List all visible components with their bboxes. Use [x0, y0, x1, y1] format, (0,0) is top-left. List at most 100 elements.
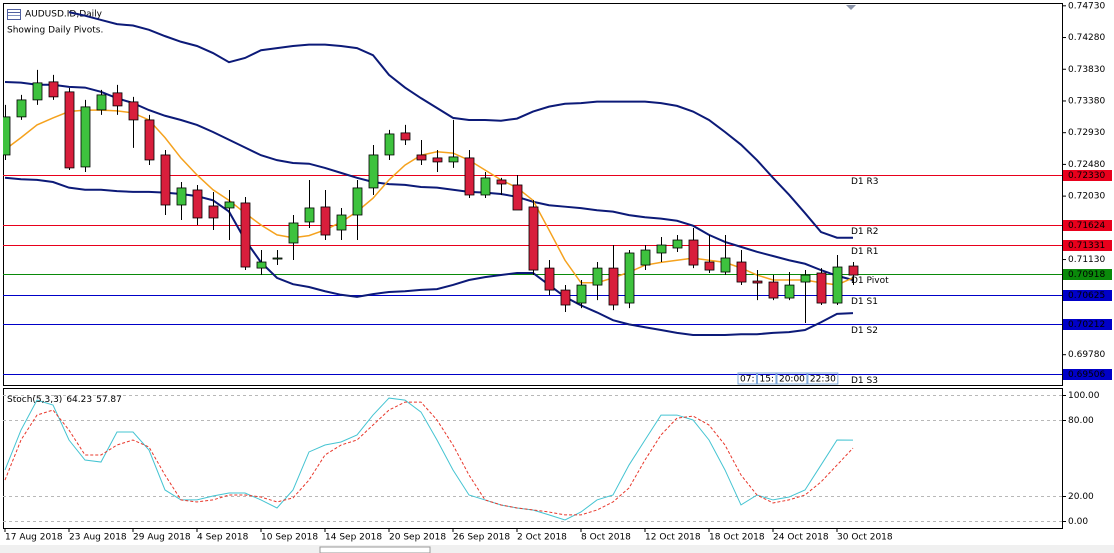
candle-body	[304, 207, 315, 223]
candle-body	[144, 119, 155, 161]
pivot-label: D1 S3	[851, 376, 878, 386]
time-marker: 07:	[740, 375, 754, 385]
candle-body	[672, 239, 683, 249]
candle-body	[160, 154, 171, 206]
candle-body	[272, 257, 283, 260]
x-tick-label: 17 Aug 2018	[5, 533, 63, 543]
candle-body	[96, 94, 107, 111]
x-tick-label: 4 Sep 2018	[197, 533, 249, 543]
stoch-name: Stoch(5,3,3)	[7, 395, 62, 405]
candle-body	[512, 184, 523, 211]
pivot-price-label: 0.70918	[1068, 270, 1105, 280]
candle-body	[528, 206, 539, 271]
candle-body	[816, 272, 827, 304]
candle-body	[608, 267, 619, 306]
bollinger-band	[4, 176, 854, 336]
candle-body	[592, 267, 603, 286]
candle-body	[288, 222, 299, 244]
time-marker-box	[807, 372, 839, 385]
candle-body	[848, 265, 859, 276]
stoch-label: Stoch(5,3,3) 64.23 57.87	[7, 395, 122, 405]
pivot-price-box	[1063, 290, 1112, 301]
y-tick-label: 20.00	[1068, 492, 1094, 502]
stoch-line	[4, 401, 854, 516]
pivot-price-label: 0.72330	[1068, 171, 1105, 181]
time-marker-box	[737, 372, 757, 385]
candle-body	[80, 106, 91, 168]
bollinger-band	[68, 11, 853, 239]
candle-body	[320, 206, 331, 236]
y-tick-label: 0.73830	[1068, 65, 1105, 75]
pivot-label: D1 Pivot	[851, 276, 889, 286]
time-marker-box	[756, 372, 777, 385]
candle-body	[432, 157, 443, 163]
candle-body	[448, 156, 459, 163]
pivot-label: D1 S1	[851, 297, 878, 307]
candle-body	[688, 239, 699, 266]
x-tick-label: 12 Oct 2018	[645, 533, 701, 543]
y-tick-label: 80.00	[1068, 416, 1094, 426]
candle-body	[400, 132, 411, 141]
pivot-price-box	[1063, 240, 1112, 251]
pivot-price-label: 0.71624	[1068, 221, 1105, 231]
y-tick-label: 0.72030	[1068, 192, 1105, 202]
candle-body	[416, 154, 427, 161]
time-marker: 22:30	[810, 375, 836, 385]
candle-body	[576, 284, 587, 304]
pivot-price-label: 0.70625	[1068, 291, 1105, 301]
x-tick-label: 23 Aug 2018	[69, 533, 127, 543]
y-tick-label: 0.69780	[1068, 350, 1105, 360]
candle-body	[832, 266, 843, 304]
y-tick-label: 0.74280	[1068, 33, 1105, 43]
x-tick-label: 30 Oct 2018	[837, 533, 893, 543]
y-tick-label: 0.73380	[1068, 96, 1105, 106]
x-tick-label: 14 Sep 2018	[325, 533, 382, 543]
pivot-price-box	[1063, 369, 1112, 380]
candle-body	[496, 179, 507, 185]
candle-body	[16, 99, 27, 118]
candle-body	[256, 261, 267, 269]
x-tick-label: 20 Sep 2018	[389, 533, 446, 543]
candle-body	[544, 267, 555, 291]
candle-body	[640, 249, 651, 266]
candle-body	[720, 257, 731, 273]
pivot-price-box	[1063, 269, 1112, 280]
y-tick-label: 0.72930	[1068, 128, 1105, 138]
candle-body	[128, 101, 139, 121]
pivot-price-box	[1063, 170, 1112, 181]
moving-average	[4, 109, 854, 286]
candle-body	[656, 244, 667, 254]
candle-body	[384, 133, 395, 156]
candle-body	[208, 205, 219, 219]
candle-body	[752, 280, 763, 284]
pivot-price-label: 0.69506	[1068, 370, 1105, 380]
y-tick-label: 100.00	[1068, 391, 1100, 401]
candle-body	[240, 202, 251, 268]
candle-body	[784, 284, 795, 299]
x-tick-label: 2 Oct 2018	[517, 533, 567, 543]
candle-body	[800, 274, 811, 283]
pivot-price-box	[1063, 220, 1112, 231]
chart-subtitle: Showing Daily Pivots.	[7, 26, 103, 36]
x-tick-label: 29 Aug 2018	[133, 533, 191, 543]
candle-body	[176, 187, 187, 206]
time-marker: 20:00	[779, 375, 805, 385]
stoch-value: 64.23	[66, 395, 92, 405]
price-plot	[3, 11, 1062, 375]
y-tick-label: 0.71130	[1068, 255, 1105, 265]
candle-body	[704, 261, 715, 271]
pivot-label: D1 R2	[851, 227, 879, 237]
candle-body	[736, 261, 747, 283]
bollinger-band	[4, 80, 854, 281]
pivot-price-label: 0.71331	[1068, 241, 1105, 251]
candle-body	[112, 92, 123, 107]
x-tick-label: 26 Sep 2018	[453, 533, 510, 543]
chart-icon	[7, 9, 21, 20]
candle-body	[224, 201, 235, 209]
candle-body	[464, 157, 475, 196]
chart-title: AUDUSD.ID,Daily	[25, 10, 103, 20]
pivot-label: D1 R3	[851, 177, 879, 187]
candle-body	[480, 177, 491, 196]
